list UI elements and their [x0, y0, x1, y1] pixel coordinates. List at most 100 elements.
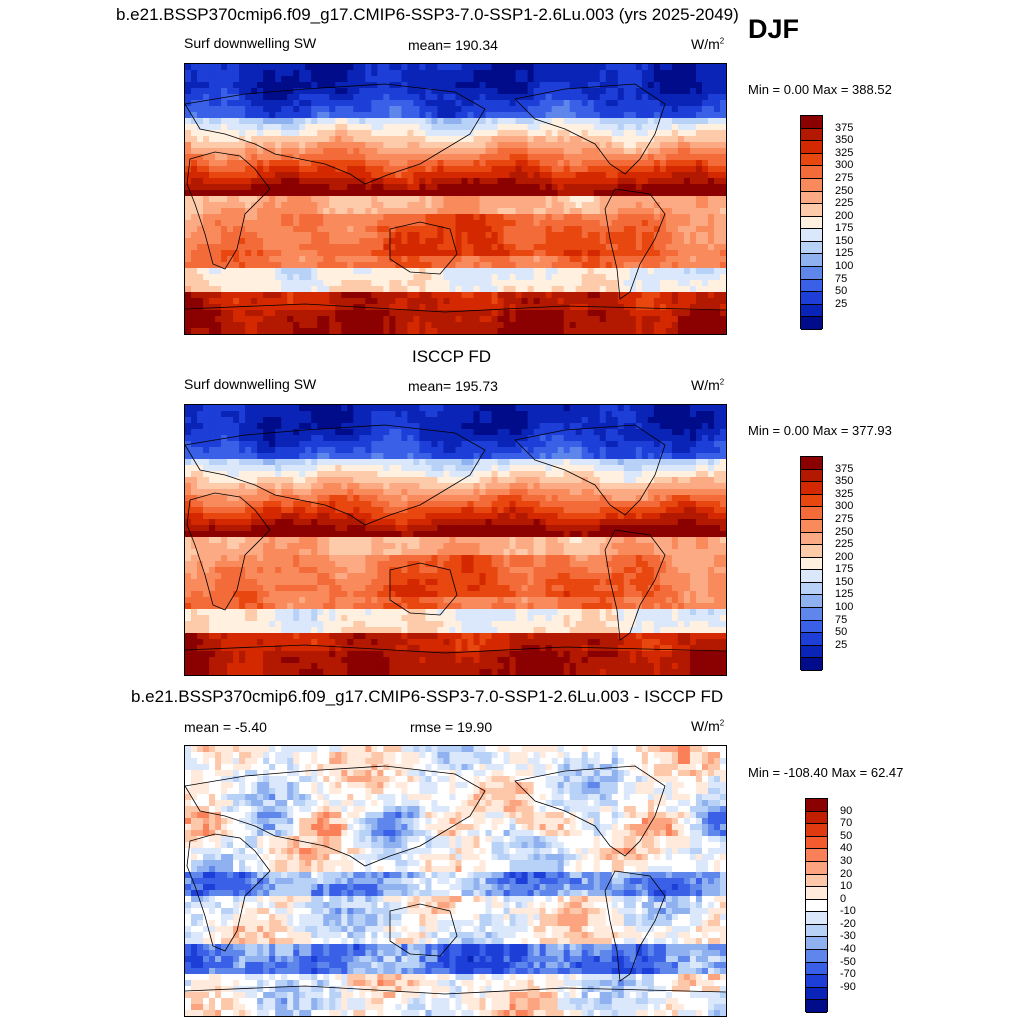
panel-model-variable: Surf downwelling SW: [184, 35, 317, 51]
coastlines: [185, 424, 726, 654]
colorbar-cell: [806, 811, 827, 825]
colorbar-tick-label: 100: [835, 260, 854, 273]
colorbar-tick-label: 275: [835, 512, 854, 525]
colorbar-tick-label: 75: [835, 272, 848, 285]
colorbar-tick-label: 325: [835, 487, 854, 500]
colorbar-tick-label: 250: [835, 525, 854, 538]
colorbar-cell: [801, 582, 822, 596]
colorbar-cell: [801, 229, 822, 242]
colorbar-tick-label: 350: [835, 134, 854, 147]
colorbar-cell: [801, 317, 822, 330]
colorbar-cell: [801, 645, 822, 659]
panel-diff-rmse: rmse = 19.90: [410, 719, 493, 735]
colorbar-cell: [801, 557, 822, 571]
panel-model-colorbar: 375 350 325 300 275 250 225 200 175 150 125 100 75 50…: [800, 115, 853, 330]
colorbar-tick-label: 325: [835, 146, 854, 159]
panel-diff-title: b.e21.BSSP370cmip6.f09_g17.CMIP6-SSP3-7.…: [131, 687, 724, 706]
colorbar-tick-label: 175: [835, 563, 854, 576]
colorbar-cell: [806, 861, 827, 875]
colorbar-cell: [806, 937, 827, 951]
colorbar-cell: [806, 836, 827, 850]
colorbar-cell: [801, 141, 822, 154]
colorbar-cell: [806, 950, 827, 963]
colorbar-tick-label: 50: [840, 829, 853, 842]
panel-diff-map: [184, 745, 727, 1017]
panel-obs-mean: mean= 195.73: [408, 378, 498, 394]
colorbar-cell: [801, 304, 822, 318]
colorbar-cell: [801, 545, 822, 558]
colorbar-tick-label: 10: [840, 880, 853, 893]
colorbar-tick-label: -40: [840, 943, 856, 956]
colorbar-tick-label: -70: [840, 968, 856, 981]
colorbar-cell: [801, 204, 822, 217]
colorbar-cell: [801, 595, 822, 609]
panel-diff-units: W/m2: [691, 718, 725, 734]
colorbar-cell: [806, 887, 827, 900]
colorbar-cell: [801, 254, 822, 268]
colorbar-tick-label: 25: [835, 297, 848, 310]
colorbar-tick-label: 150: [835, 234, 854, 247]
colorbar-tick-label: 20: [840, 867, 853, 880]
colorbar-cell: [806, 824, 827, 837]
colorbar-cell: [801, 532, 822, 546]
panel-diff-mean: mean = -5.40: [184, 719, 267, 735]
colorbar-cell: [801, 153, 822, 167]
colorbar-tick-label: -20: [840, 917, 856, 930]
colorbar-cell: [801, 482, 822, 495]
colorbar-tick-label: 300: [835, 159, 854, 172]
colorbar-cell: [801, 216, 822, 230]
field-cells: [185, 746, 726, 1016]
colorbar-cell: [801, 292, 822, 305]
colorbar-tick-label: 250: [835, 184, 854, 197]
panel-obs-variable: Surf downwelling SW: [184, 376, 317, 392]
colorbar-cell: [801, 469, 822, 483]
colorbar-cell: [806, 799, 827, 812]
colorbar-tick-label: 350: [835, 475, 854, 488]
panel-obs-map: [184, 404, 727, 676]
colorbar-cell: [806, 962, 827, 976]
colorbar-tick-label: 25: [835, 638, 848, 651]
colorbar-cell: [801, 241, 822, 255]
colorbar-cell: [801, 279, 822, 293]
colorbar-cell: [801, 457, 822, 470]
colorbar-tick-label: 75: [835, 613, 848, 626]
colorbar-cell: [801, 633, 822, 646]
field-cells: [185, 64, 726, 334]
colorbar-cell: [806, 899, 827, 913]
panel-obs-minmax: Min = 0.00 Max = 377.93: [748, 423, 892, 438]
colorbar-tick-label: 50: [835, 285, 848, 298]
panel-obs-colorbar: 375 350 325 300 275 250 225 200 175 150 125 100 75 50…: [800, 456, 853, 671]
colorbar-cell: [806, 912, 827, 925]
panel-obs-units: W/m2: [691, 377, 725, 393]
panel-diff-colorbar: 90 70 50 40 30 20 10 0 -10 -20 -30 -40 -50 -70 -90: [805, 798, 856, 1013]
panel-model-units: W/m2: [691, 36, 725, 52]
colorbar-cell: [806, 1000, 827, 1013]
colorbar-cell: [806, 924, 827, 938]
colorbar-tick-label: 375: [835, 121, 854, 134]
colorbar-cell: [801, 166, 822, 179]
colorbar-tick-label: -50: [840, 955, 856, 968]
colorbar-tick-label: 100: [835, 601, 854, 614]
panel-obs-title: ISCCP FD: [412, 347, 492, 366]
colorbar-tick-label: 175: [835, 222, 854, 235]
colorbar-tick-label: 30: [840, 854, 853, 867]
colorbar-cell: [801, 178, 822, 192]
colorbar-cell: [801, 570, 822, 583]
colorbar-cell: [806, 849, 827, 862]
obs-field-svg: [185, 405, 726, 675]
colorbar-tick-label: 225: [835, 197, 854, 210]
colorbar-cell: [801, 128, 822, 142]
colorbar-cell: [801, 191, 822, 205]
colorbar-cell: [801, 116, 822, 129]
colorbar-tick-label: -90: [840, 980, 856, 993]
colorbar-tick-label: 150: [835, 575, 854, 588]
colorbar-cell: [801, 494, 822, 508]
colorbar-tick-label: -30: [840, 930, 856, 943]
colorbar-tick-label: 0: [840, 892, 847, 905]
coastlines: [185, 83, 726, 313]
coastlines: [185, 765, 726, 995]
colorbar-tick-label: 225: [835, 538, 854, 551]
colorbar-cell: [806, 987, 827, 1001]
colorbar-cell: [801, 658, 822, 671]
colorbar-tick-label: 125: [835, 588, 854, 601]
